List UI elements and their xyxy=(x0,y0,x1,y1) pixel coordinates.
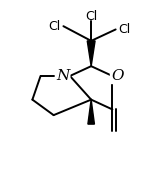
Polygon shape xyxy=(87,41,95,66)
Text: Cl: Cl xyxy=(119,23,131,36)
Text: O: O xyxy=(111,69,124,83)
Text: Cl: Cl xyxy=(85,10,97,23)
Polygon shape xyxy=(88,100,94,124)
Text: N: N xyxy=(56,69,69,83)
Text: Cl: Cl xyxy=(48,20,61,33)
